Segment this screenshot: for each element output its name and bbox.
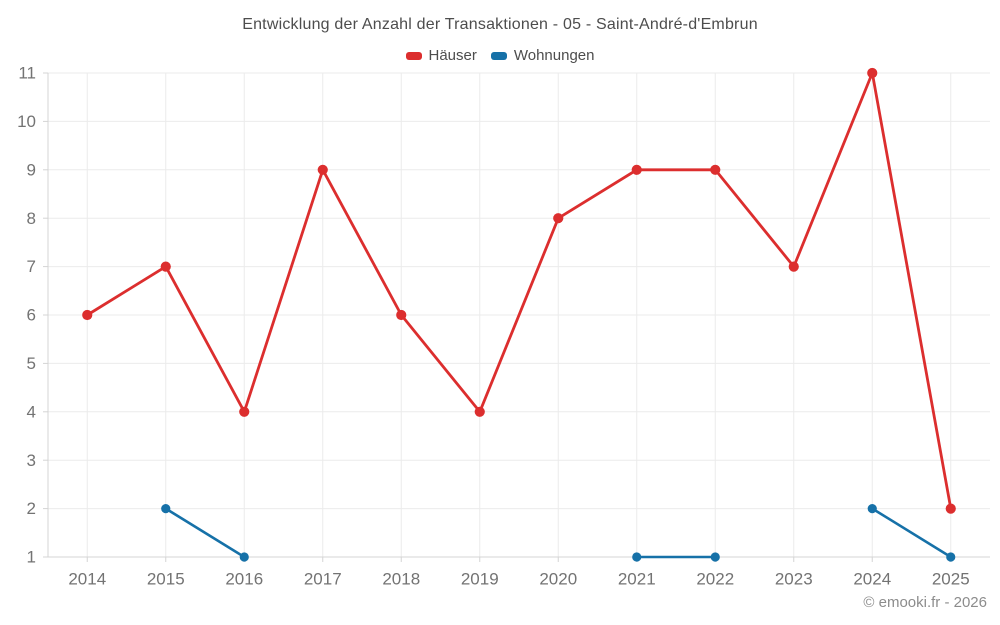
data-point[interactable]: [160, 261, 171, 272]
y-tick-label: 8: [27, 209, 36, 228]
data-point[interactable]: [710, 552, 720, 562]
x-axis-labels: 2014 2015 2016 2017 2018 2019 2020 2021 2022 2023…: [68, 570, 969, 589]
y-tick-label: 4: [27, 402, 36, 421]
gridlines: [48, 72, 990, 558]
x-tick-label: 2015: [147, 570, 185, 589]
x-tick-label: 2014: [68, 570, 106, 589]
y-tick-label: 2: [27, 499, 36, 518]
chart-legend: Häuser Wohnungen: [0, 47, 1000, 64]
data-point[interactable]: [396, 309, 407, 321]
legend-label: Wohnungen: [513, 47, 595, 64]
data-point[interactable]: [867, 67, 878, 79]
data-point[interactable]: [82, 309, 93, 321]
data-point[interactable]: [161, 504, 171, 514]
series-line: [164, 507, 953, 559]
data-point[interactable]: [945, 503, 956, 514]
y-axis-labels: 1 2 3 4 5 6 7 8 9 10 11: [17, 64, 36, 567]
legend-swatch-icon: [405, 51, 422, 60]
series-h-user: [82, 67, 956, 514]
data-point[interactable]: [632, 552, 642, 562]
data-point[interactable]: [474, 406, 485, 417]
y-tick-label: 10: [17, 112, 36, 131]
x-tick-label: 2024: [853, 570, 891, 589]
x-tick-label: 2017: [304, 570, 342, 589]
x-tick-label: 2022: [696, 570, 734, 589]
y-tick-label: 11: [18, 64, 36, 83]
series-wohnungen: [161, 504, 956, 562]
y-tick-label: 7: [27, 257, 36, 276]
legend-item-h-user[interactable]: Häuser: [405, 47, 477, 64]
legend-label: Häuser: [428, 47, 477, 64]
data-point[interactable]: [317, 164, 328, 175]
legend-item-wohnungen[interactable]: Wohnungen: [490, 47, 595, 64]
data-point[interactable]: [239, 552, 249, 562]
x-tick-label: 2019: [461, 570, 499, 589]
data-point[interactable]: [553, 213, 564, 224]
x-tick-label: 2021: [618, 570, 656, 589]
y-tick-label: 1: [27, 548, 36, 567]
series-line: [85, 71, 953, 510]
chart-title: Entwicklung der Anzahl der Transaktionen…: [242, 16, 758, 33]
x-tick-label: 2020: [539, 570, 577, 589]
x-tick-label: 2023: [775, 570, 813, 589]
data-point[interactable]: [867, 504, 877, 514]
data-point[interactable]: [946, 552, 956, 562]
axes: [43, 72, 990, 562]
x-tick-label: 2016: [225, 570, 263, 589]
y-tick-label: 5: [27, 354, 36, 373]
y-tick-label: 9: [27, 160, 36, 179]
data-point[interactable]: [631, 164, 642, 175]
x-tick-label: 2025: [932, 570, 970, 589]
data-point[interactable]: [710, 164, 721, 175]
x-tick-label: 2018: [382, 570, 420, 589]
y-tick-label: 6: [27, 306, 36, 325]
legend-swatch-icon: [490, 51, 507, 60]
data-point[interactable]: [239, 406, 250, 417]
watermark-credit: © emooki.fr - 2026: [863, 594, 987, 611]
data-point[interactable]: [788, 261, 799, 272]
y-tick-label: 3: [27, 451, 36, 470]
